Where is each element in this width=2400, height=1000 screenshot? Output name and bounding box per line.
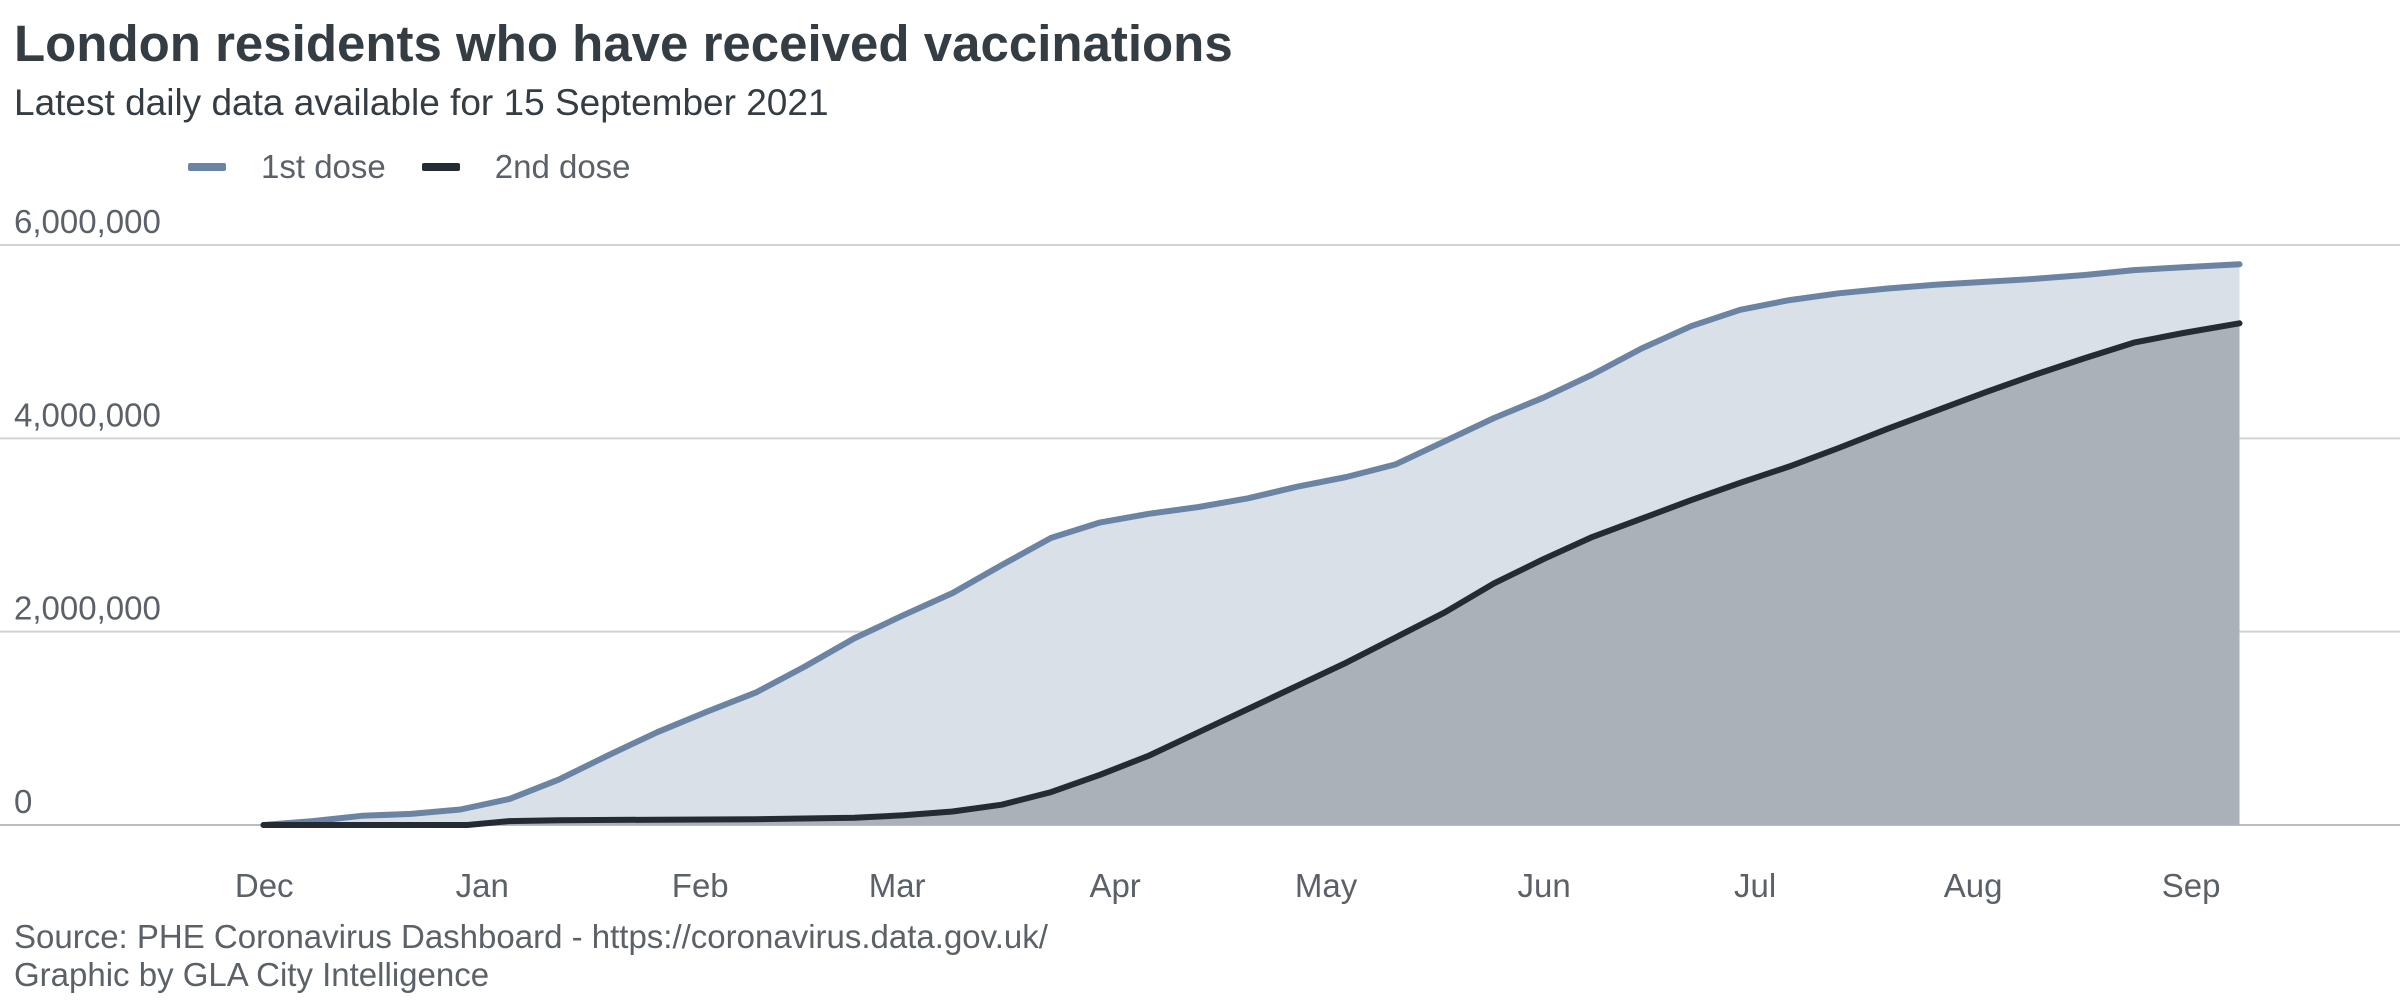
x-tick-label: Aug: [1944, 867, 2003, 904]
y-tick-label: 2,000,000: [14, 590, 161, 627]
x-tick-label: Feb: [672, 867, 729, 904]
line-first-dose: [260, 261, 2243, 828]
x-tick-label: Jul: [1734, 867, 1776, 904]
y-tick-label: 4,000,000: [14, 396, 161, 433]
x-tick-label: Sep: [2162, 867, 2221, 904]
y-tick-label: 6,000,000: [14, 203, 161, 240]
credit-text: Graphic by GLA City Intelligence: [14, 956, 490, 993]
legend-swatch-first-dose: [188, 163, 226, 171]
chart-subtitle: Latest daily data available for 15 Septe…: [14, 82, 829, 123]
x-tick-label: Apr: [1089, 867, 1140, 904]
chart-source: Source: PHE Coronavirus Dashboard - http…: [14, 918, 1048, 994]
legend-label-second-dose: 2nd dose: [494, 148, 631, 185]
x-tick-label: Jan: [456, 867, 509, 904]
line-second-dose: [260, 320, 2243, 828]
legend: 1st dose 2nd dose: [188, 148, 667, 186]
x-tick-label: Mar: [869, 867, 926, 904]
area-second-dose: [263, 323, 2240, 825]
legend-label-first-dose: 1st dose: [261, 148, 386, 185]
x-tick-label: Dec: [235, 867, 294, 904]
legend-item-second-dose: 2nd dose: [421, 148, 631, 186]
y-tick-label: 0: [14, 783, 32, 820]
x-tick-label: May: [1295, 867, 1358, 904]
legend-item-first-dose: 1st dose: [188, 148, 386, 186]
chart-title: London residents who have received vacci…: [14, 15, 1233, 72]
source-text: Source: PHE Coronavirus Dashboard - http…: [14, 918, 1048, 955]
legend-swatch-second-dose: [421, 163, 460, 171]
x-tick-label: Jun: [1517, 867, 1570, 904]
